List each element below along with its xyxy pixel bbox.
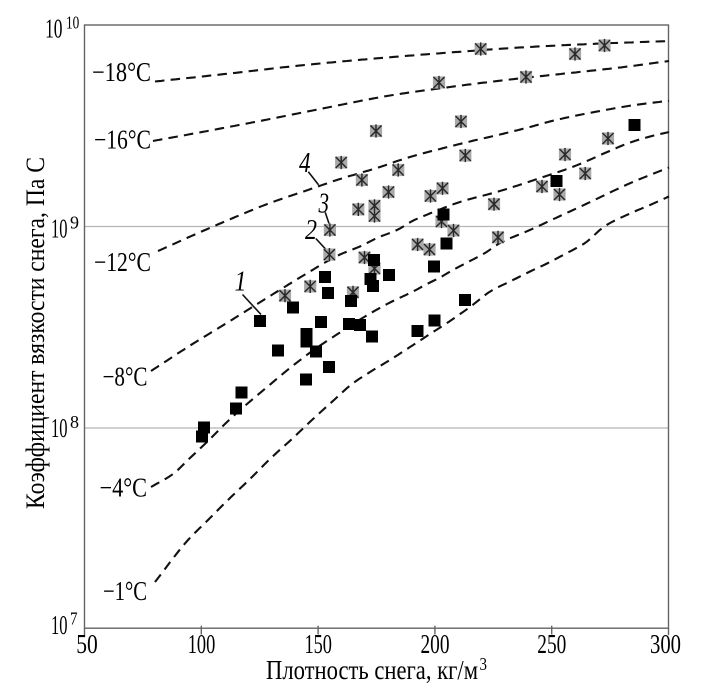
svg-text:−12°C: −12°C <box>94 247 151 277</box>
svg-text:7: 7 <box>70 609 78 629</box>
svg-text:−16°C: −16°C <box>94 125 151 155</box>
svg-text:10: 10 <box>51 413 68 443</box>
svg-text:300: 300 <box>650 629 681 659</box>
svg-text:200: 200 <box>421 629 450 659</box>
svg-text:3: 3 <box>480 654 488 674</box>
svg-text:1: 1 <box>235 267 247 298</box>
svg-text:9: 9 <box>70 212 79 232</box>
svg-text:4: 4 <box>299 148 311 179</box>
svg-text:50: 50 <box>76 629 98 659</box>
svg-text:10: 10 <box>66 12 79 32</box>
svg-text:250: 250 <box>537 629 566 659</box>
svg-text:3: 3 <box>318 189 329 220</box>
svg-text:10: 10 <box>51 214 68 244</box>
svg-text:Коэффициент вязкости снега, Па: Коэффициент вязкости снега, Па С <box>21 157 50 509</box>
svg-text:−8°C: −8°C <box>103 362 148 392</box>
svg-text:150: 150 <box>304 629 332 659</box>
svg-text:2: 2 <box>305 215 317 246</box>
svg-text:−4°C: −4°C <box>100 473 148 503</box>
svg-text:−1°C: −1°C <box>103 576 147 606</box>
svg-text:10: 10 <box>45 14 62 44</box>
svg-text:−18°C: −18°C <box>92 57 151 87</box>
svg-text:Плотность снега, кг/м: Плотность снега, кг/м <box>266 655 478 685</box>
svg-text:8: 8 <box>70 412 79 432</box>
svg-text:100: 100 <box>188 629 216 659</box>
svg-text:10: 10 <box>51 610 68 640</box>
